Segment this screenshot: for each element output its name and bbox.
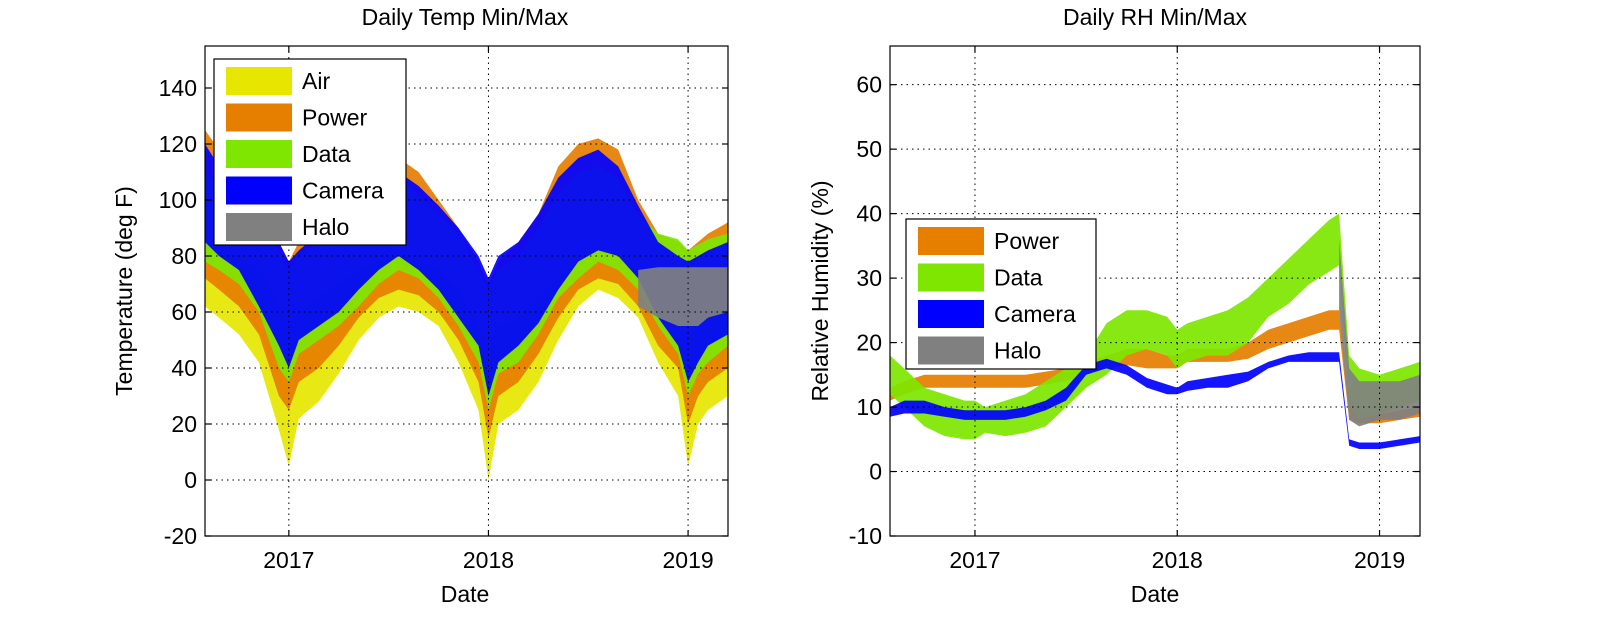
y-tick-label: 60 — [171, 299, 197, 325]
y-tick-label: 120 — [159, 131, 197, 157]
legend-swatch-camera — [226, 176, 292, 205]
x-tick-label: 2017 — [949, 547, 1000, 573]
x-tick-label: 2018 — [463, 547, 514, 573]
legend: Air Power Data Camera Halo — [213, 58, 407, 246]
y-tick-label: 80 — [171, 243, 197, 269]
series-data-band — [890, 213, 1420, 440]
legend-swatch-halo — [918, 336, 984, 365]
y-tick-label: 140 — [159, 75, 197, 101]
y-tick-label: 20 — [856, 330, 882, 356]
x-axis-ticks: 2017 2018 2019 — [263, 46, 714, 573]
x-tick-label: 2018 — [1152, 547, 1203, 573]
y-tick-label: 0 — [869, 459, 882, 485]
x-axis-label: Date — [1131, 581, 1180, 607]
legend-swatch-camera — [918, 300, 984, 328]
chart-title: Daily Temp Min/Max — [362, 4, 569, 30]
legend-label-data: Data — [302, 141, 351, 167]
x-axis-label: Date — [441, 581, 490, 607]
legend-swatch-halo — [226, 213, 292, 241]
legend-label-camera: Camera — [302, 178, 384, 204]
series-camera-band — [205, 144, 728, 396]
legend-label-data: Data — [994, 265, 1043, 291]
series-halo-band — [1339, 239, 1420, 427]
series-power-band — [890, 310, 1420, 424]
y-axis-label: Relative Humidity (%) — [807, 180, 833, 401]
legend-label-air: Air — [302, 68, 330, 94]
legend-label-camera: Camera — [994, 301, 1076, 327]
y-tick-label: -10 — [849, 523, 882, 549]
x-tick-label: 2019 — [1354, 547, 1405, 573]
y-tick-label: 0 — [184, 467, 197, 493]
plot-frame — [889, 45, 1421, 537]
y-axis-ticks: -10 0 10 20 30 40 50 60 — [849, 72, 1420, 549]
temperature-chart: Daily Temp Min/Max -20 0 20 40 60 80 100 120 140… — [111, 4, 729, 607]
y-tick-label: 20 — [171, 411, 197, 437]
y-axis-label: Temperature (deg F) — [111, 186, 137, 396]
legend-label-halo: Halo — [994, 338, 1041, 364]
y-tick-label: 40 — [171, 355, 197, 381]
chart-title: Daily RH Min/Max — [1063, 4, 1248, 30]
x-axis-ticks: 2017 2018 2019 — [949, 46, 1405, 573]
legend-swatch-data — [918, 263, 984, 292]
y-axis-ticks: -20 0 20 40 60 80 100 120 140 — [159, 75, 728, 549]
plot-frame — [204, 45, 729, 537]
data-layer — [205, 130, 728, 480]
y-tick-label: 50 — [856, 136, 882, 162]
legend-swatch-power — [918, 227, 984, 255]
legend-swatch-data — [226, 140, 292, 168]
legend-swatch-air — [226, 67, 292, 95]
y-tick-label: 60 — [856, 72, 882, 98]
series-halo-band — [638, 267, 728, 326]
y-tick-label: 30 — [856, 265, 882, 291]
y-tick-label: -20 — [164, 523, 197, 549]
x-tick-label: 2019 — [662, 547, 713, 573]
x-tick-label: 2017 — [263, 547, 314, 573]
legend-label-halo: Halo — [302, 214, 349, 240]
y-tick-label: 10 — [856, 394, 882, 420]
y-tick-label: 100 — [159, 187, 197, 213]
legend-label-power: Power — [302, 105, 368, 131]
legend-label-power: Power — [994, 228, 1060, 254]
legend-swatch-power — [226, 103, 292, 132]
y-tick-label: 40 — [856, 201, 882, 227]
data-layer — [890, 213, 1420, 449]
legend: Power Data Camera Halo — [905, 218, 1097, 370]
